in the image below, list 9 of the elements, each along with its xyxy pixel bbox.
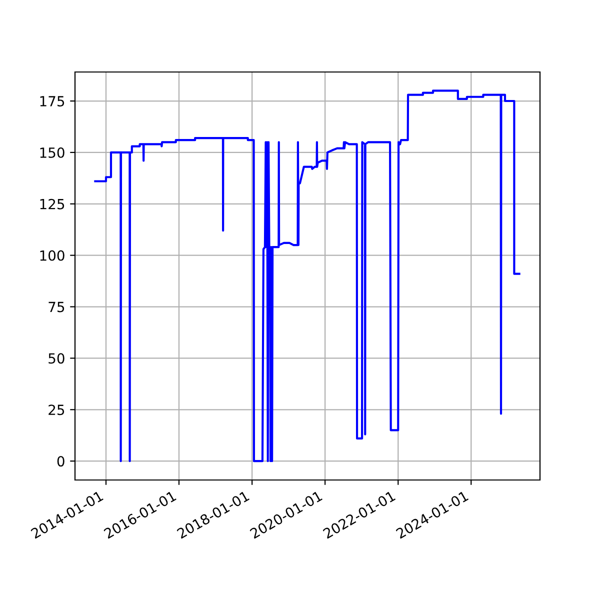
y-tick-label: 100 xyxy=(40,250,64,261)
y-tick-label: 75 xyxy=(48,302,64,312)
y-tick-label: 175 xyxy=(40,96,64,106)
y-tick-label: 25 xyxy=(48,404,64,416)
y-tick-label: 0 xyxy=(57,456,64,467)
y-tick-label: 150 xyxy=(40,147,64,158)
line-series xyxy=(94,90,520,462)
y-tick-label: 125 xyxy=(40,198,64,210)
y-tick-label: 50 xyxy=(48,353,64,364)
